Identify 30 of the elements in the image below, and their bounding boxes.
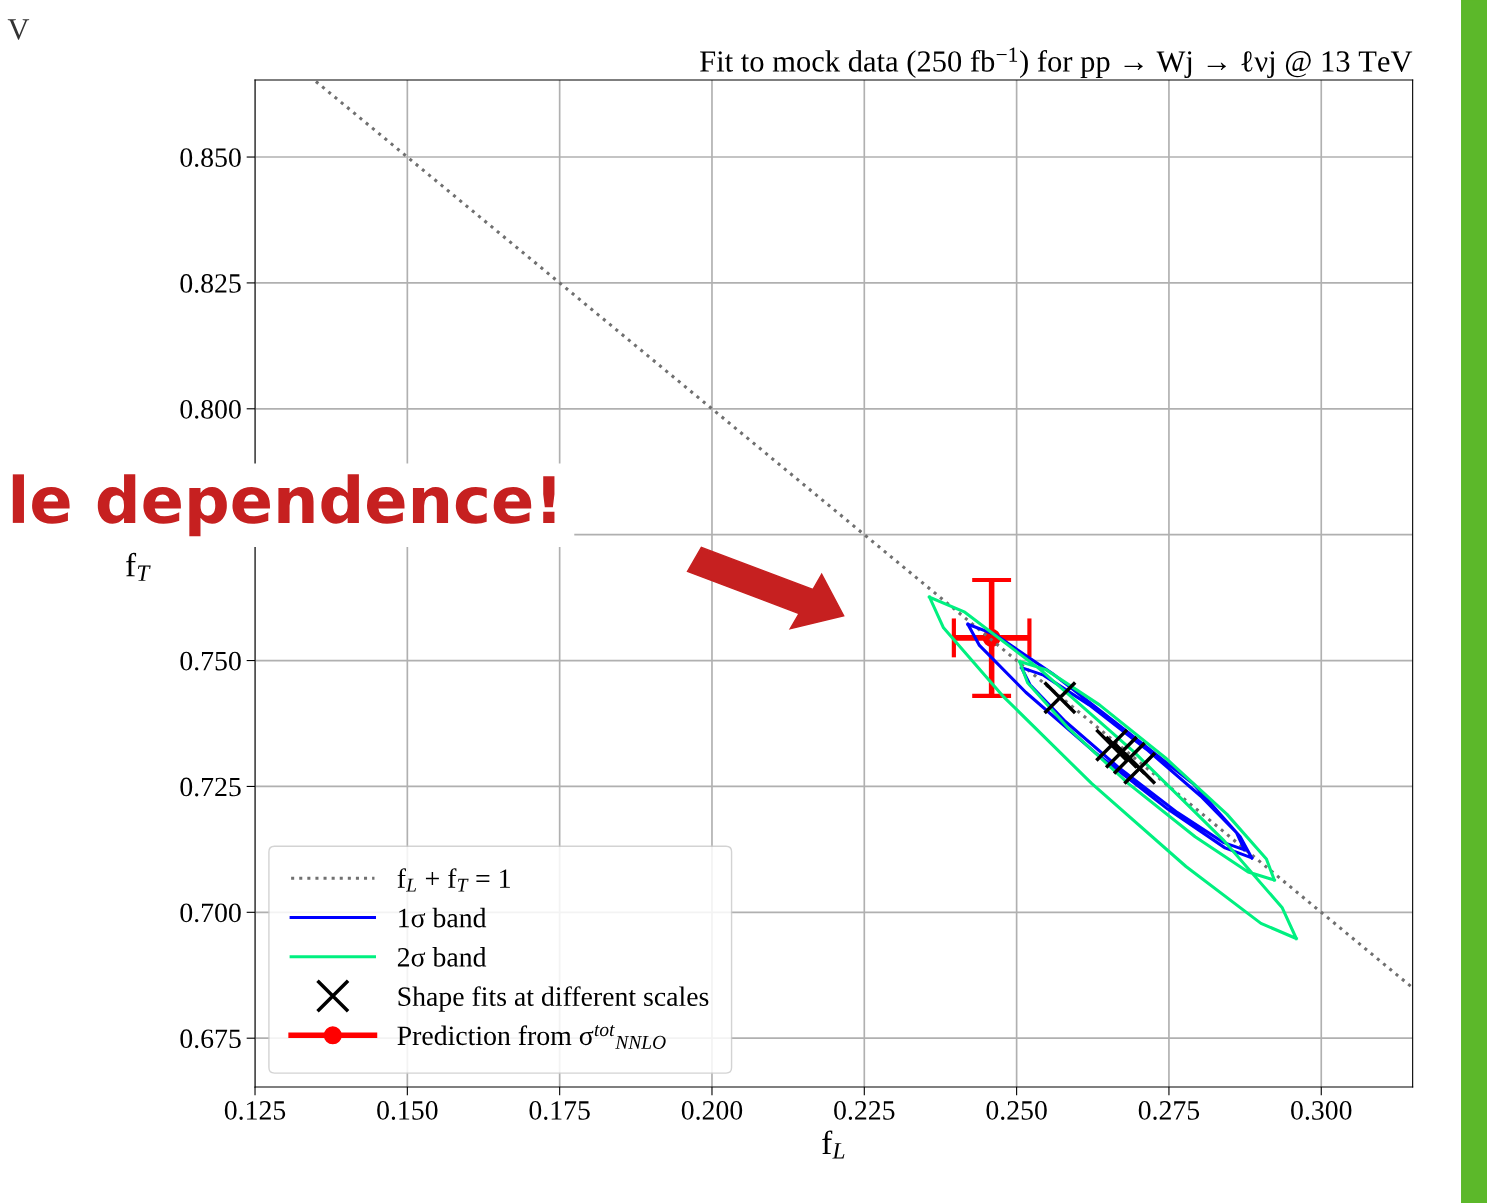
legend-label: Prediction from σ$^{tot}$$_{NNLO}$ bbox=[397, 1025, 666, 1049]
y-tick-label: 0.725 bbox=[180, 777, 241, 797]
x-axis-title: f$_{L}$ bbox=[822, 1130, 845, 1159]
chart-title: Fit to mock data (250 fb$^{−1}$) for pp → Wj → ℓνj @ 13 TeV bbox=[700, 47, 1413, 78]
x-tick-label: 0.300 bbox=[1291, 1101, 1352, 1120]
legend-label: 1σ band bbox=[399, 907, 487, 928]
point bbox=[1042, 680, 1077, 715]
point bbox=[1104, 735, 1139, 770]
y-axis-title: f$_{T}$ bbox=[126, 552, 151, 581]
x-tick-label: 0.125 bbox=[224, 1101, 286, 1120]
x-tick-label: 0.200 bbox=[681, 1101, 743, 1120]
y-tick-label: 0.700 bbox=[180, 903, 241, 923]
point bbox=[1122, 751, 1157, 786]
x-tick-label: 0.175 bbox=[529, 1101, 590, 1120]
x-tick-label: 0.150 bbox=[377, 1101, 438, 1120]
legend-label: f$_{L}$ + f$_{T}$ = 1 bbox=[397, 868, 510, 892]
y-tick-label: 0.850 bbox=[180, 148, 241, 168]
annotation: le dependence! bbox=[12, 474, 555, 537]
point bbox=[1112, 741, 1147, 776]
y-tick-label: 0.800 bbox=[180, 399, 241, 419]
x-tick-label: 0.250 bbox=[986, 1101, 1047, 1120]
x-tick-label: 0.225 bbox=[834, 1101, 895, 1120]
y-tick-label: 0.750 bbox=[180, 651, 241, 671]
y-tick-label: 0.675 bbox=[180, 1029, 241, 1049]
y-tick-label: 0.825 bbox=[180, 274, 241, 293]
point bbox=[1094, 728, 1129, 763]
legend-label: 2σ band bbox=[397, 947, 487, 967]
legend-label: Shape fits at different scales bbox=[398, 986, 709, 1012]
x-tick-label: 0.275 bbox=[1138, 1101, 1200, 1120]
text: V bbox=[7, 19, 30, 40]
